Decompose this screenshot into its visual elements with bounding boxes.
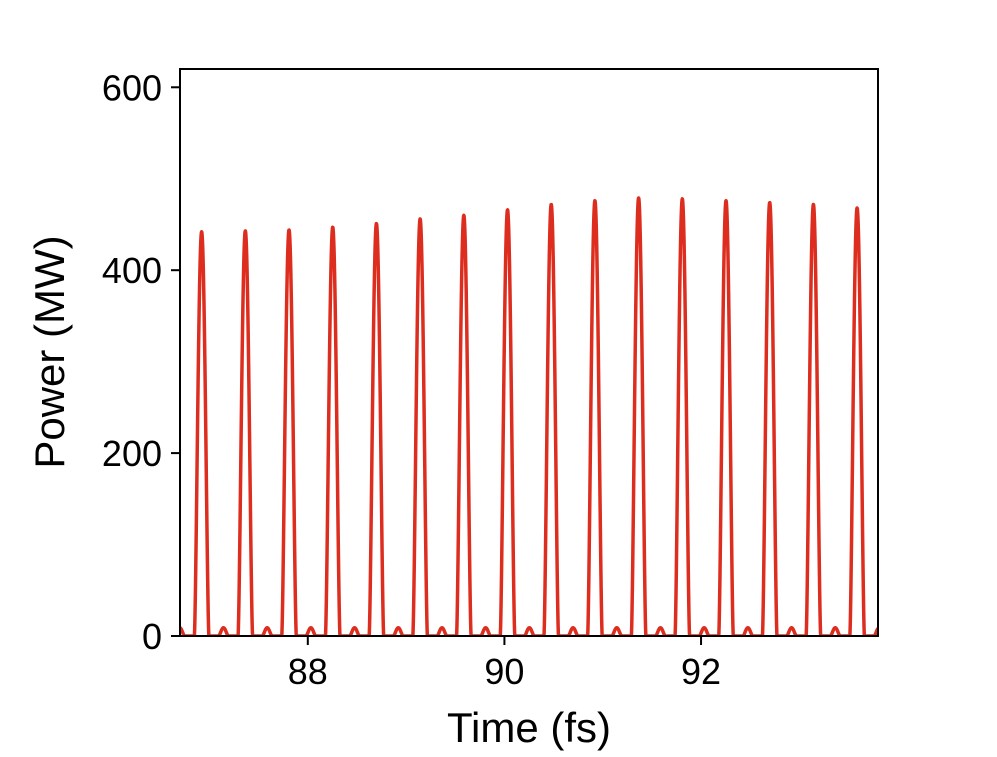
- y-axis-label: Power (MW): [26, 235, 73, 468]
- power-series-line: [180, 196, 878, 636]
- plot-frame: [179, 68, 879, 637]
- x-axis-label: Time (fs): [447, 704, 611, 751]
- x-axis-ticks: 88 90 92: [288, 636, 721, 692]
- y-axis-ticks: 0 200 400 600: [102, 67, 180, 657]
- y-tick-label: 400: [102, 250, 162, 291]
- y-tick-label: 200: [102, 433, 162, 474]
- plot-area: [180, 196, 878, 636]
- y-tick-label: 0: [142, 616, 162, 657]
- x-tick-label: 90: [484, 651, 524, 692]
- x-tick-label: 88: [288, 651, 328, 692]
- y-tick-label: 600: [102, 67, 162, 108]
- x-tick-label: 92: [681, 651, 721, 692]
